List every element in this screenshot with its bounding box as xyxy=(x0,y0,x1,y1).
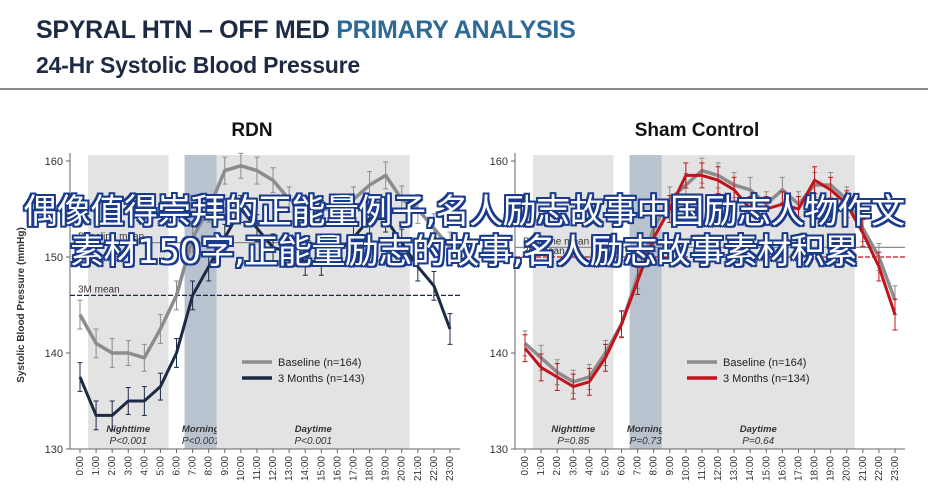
y-tick-label: 140 xyxy=(45,348,63,360)
y-tick-label: 130 xyxy=(490,444,508,456)
x-tick-label: 12:00 xyxy=(713,456,724,481)
band-p-daytime: P=0.64 xyxy=(742,436,774,447)
y-tick-label: 160 xyxy=(490,156,508,168)
x-tick-label: 17:00 xyxy=(348,456,359,481)
title-main: SPYRAL HTN – OFF MED xyxy=(36,16,337,44)
x-tick-label: 8:00 xyxy=(649,456,660,476)
y-tick-label: 150 xyxy=(490,252,508,264)
x-tick-label: 2:00 xyxy=(107,456,118,476)
y-axis-label: Systolic Blood Pressure (mmHg) xyxy=(16,227,27,383)
series-1 xyxy=(77,195,453,431)
x-tick-label: 22:00 xyxy=(874,456,885,481)
reference-label: Baseline mean xyxy=(78,232,144,243)
x-tick-label: 11:00 xyxy=(252,456,263,481)
y-tick-label: 150 xyxy=(45,252,63,264)
x-tick-label: 4:00 xyxy=(584,456,595,476)
x-tick-label: 5:00 xyxy=(600,456,611,476)
x-tick-label: 20:00 xyxy=(842,456,853,481)
band-label-daytime: Daytime xyxy=(740,424,778,435)
band-label-daytime: Daytime xyxy=(295,424,333,435)
band-daytime xyxy=(661,155,855,449)
x-tick-label: 14:00 xyxy=(300,456,311,481)
band-label-morning: Morning xyxy=(182,424,220,435)
series-1 xyxy=(522,162,898,400)
band-daytime xyxy=(216,155,410,449)
band-p-nighttime: P=0.85 xyxy=(557,436,589,447)
y-tick-label: 130 xyxy=(45,444,63,456)
x-tick-label: 16:00 xyxy=(777,456,788,481)
band-p-daytime: P<0.001 xyxy=(294,436,332,447)
x-tick-label: 6:00 xyxy=(617,456,628,476)
x-tick-label: 18:00 xyxy=(365,456,376,481)
x-tick-label: 13:00 xyxy=(729,456,740,481)
y-tick-label: 140 xyxy=(490,348,508,360)
x-tick-label: 7:00 xyxy=(188,456,199,476)
title-accent: PRIMARY ANALYSIS xyxy=(336,16,576,44)
x-tick-label: 22:00 xyxy=(429,456,440,481)
x-tick-label: 0:00 xyxy=(75,456,86,476)
x-tick-label: 9:00 xyxy=(220,456,231,476)
overlay-caption: 偶像值得崇拜的正能量例子,名人励志故事中国励志人物作文素材150字,正能量励志的… xyxy=(23,192,905,272)
x-tick-label: 1:00 xyxy=(91,456,102,476)
reference-label: 3M mean xyxy=(523,246,565,257)
x-tick-label: 15:00 xyxy=(316,456,327,481)
x-tick-label: 7:00 xyxy=(633,456,644,476)
x-tick-label: 9:00 xyxy=(665,456,676,476)
chart-title: RDN xyxy=(231,120,272,141)
x-tick-label: 2:00 xyxy=(552,456,563,476)
x-tick-label: 4:00 xyxy=(139,456,150,476)
band-p-morning: P<0.001 xyxy=(182,436,220,447)
y-tick-label: 160 xyxy=(45,156,63,168)
series-line xyxy=(78,207,452,417)
x-tick-label: 15:00 xyxy=(761,456,772,481)
band-label-nighttime: Nighttime xyxy=(106,424,151,435)
x-tick-label: 10:00 xyxy=(236,456,247,481)
page-subtitle: 24-Hr Systolic Blood Pressure xyxy=(36,52,360,78)
x-tick-label: 10:00 xyxy=(681,456,692,481)
series-0 xyxy=(77,152,453,372)
x-tick-label: 1:00 xyxy=(536,456,547,476)
x-tick-label: 3:00 xyxy=(568,456,579,476)
legend-label: 3 Months (n=143) xyxy=(278,373,365,385)
band-label-morning: Morning xyxy=(627,424,665,435)
x-tick-label: 18:00 xyxy=(810,456,821,481)
series-line xyxy=(523,168,897,384)
x-tick-label: 3:00 xyxy=(123,456,134,476)
x-tick-label: 14:00 xyxy=(745,456,756,481)
legend-label: Baseline (n=164) xyxy=(278,357,361,369)
page-title: SPYRAL HTN – OFF MED PRIMARY ANALYSIS xyxy=(36,16,576,45)
header-divider xyxy=(0,88,928,90)
x-tick-label: 23:00 xyxy=(890,456,901,481)
series-line xyxy=(523,173,897,389)
x-tick-label: 8:00 xyxy=(204,456,215,476)
reference-label: Baseline mean xyxy=(523,236,589,247)
band-p-nighttime: P<0.001 xyxy=(109,436,147,447)
x-tick-label: 19:00 xyxy=(826,456,837,481)
x-tick-label: 19:00 xyxy=(381,456,392,481)
chart-panel-0: NighttimeP<0.001MorningP<0.001DaytimeP<0… xyxy=(16,120,460,481)
x-tick-label: 6:00 xyxy=(172,456,183,476)
x-tick-label: 20:00 xyxy=(397,456,408,481)
x-tick-label: 11:00 xyxy=(697,456,708,481)
x-tick-label: 17:00 xyxy=(793,456,804,481)
band-p-morning: P=0.73 xyxy=(630,436,662,447)
chart-title: Sham Control xyxy=(635,120,760,141)
reference-label: 3M mean xyxy=(78,284,120,295)
band-label-nighttime: Nighttime xyxy=(551,424,596,435)
legend-label: Baseline (n=164) xyxy=(723,357,806,369)
band-nighttime xyxy=(533,155,614,449)
x-tick-label: 12:00 xyxy=(268,456,279,481)
x-tick-label: 0:00 xyxy=(520,456,531,476)
legend-label: 3 Months (n=134) xyxy=(723,373,810,385)
x-tick-label: 5:00 xyxy=(155,456,166,476)
x-tick-label: 16:00 xyxy=(332,456,343,481)
x-tick-label: 21:00 xyxy=(413,456,424,481)
x-tick-label: 21:00 xyxy=(858,456,869,481)
series-line xyxy=(78,164,452,360)
band-morning xyxy=(629,155,662,449)
x-tick-label: 13:00 xyxy=(284,456,295,481)
x-tick-label: 23:00 xyxy=(445,456,456,481)
